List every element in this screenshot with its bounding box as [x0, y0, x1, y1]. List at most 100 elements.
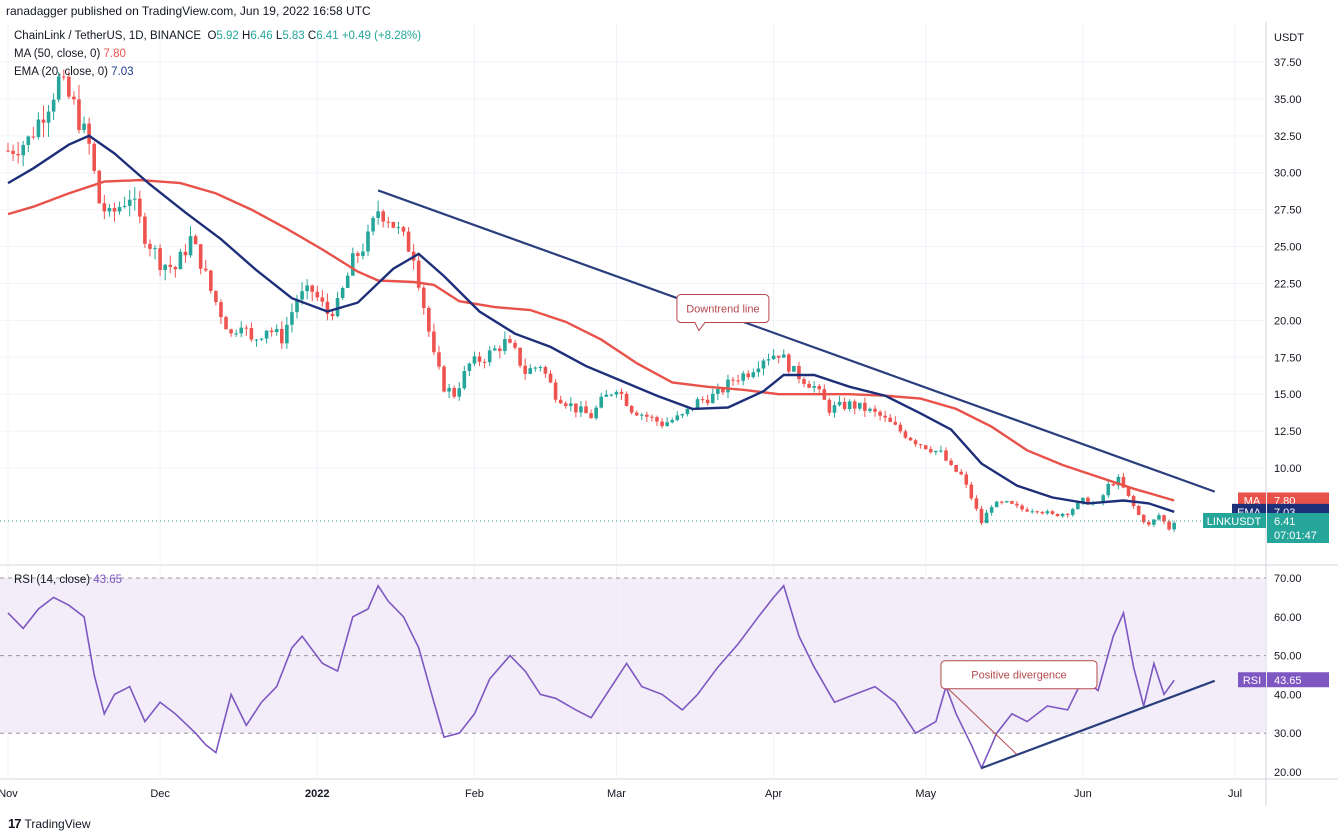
- candle-body: [842, 401, 847, 410]
- candle-body: [350, 253, 355, 276]
- rsi-line: [7, 584, 1175, 771]
- divergence-callout-box: [940, 660, 1098, 690]
- candle-body: [1045, 511, 1050, 514]
- candle-body: [315, 291, 320, 298]
- candle-body: [77, 99, 81, 131]
- candle-body: [361, 251, 365, 256]
- rsi-legend[interactable]: RSI (14, close) 43.65: [14, 574, 122, 586]
- candle-body: [421, 287, 426, 309]
- candle-body: [477, 356, 482, 362]
- candle-body: [290, 312, 294, 325]
- symbol-tag-name: LINKUSDT: [1207, 516, 1262, 528]
- candle-body: [761, 360, 766, 369]
- candle-body: [1020, 505, 1024, 510]
- candle-body: [249, 328, 254, 340]
- price-legend: ChainLink / TetherUS, 1D, BINANCE O5.92 …: [14, 30, 421, 42]
- candle-body: [847, 401, 852, 410]
- candle-body: [989, 507, 994, 513]
- candle-body: [594, 407, 598, 419]
- candle-body: [102, 203, 107, 212]
- candle-body: [863, 402, 867, 411]
- candle-body: [183, 251, 188, 256]
- candle-body: [396, 227, 401, 229]
- rsi-tag-name-bg: [1238, 672, 1266, 688]
- candle-body: [518, 347, 522, 366]
- candle-body: [974, 498, 979, 509]
- candle-body: [330, 313, 335, 317]
- downtrend-line: [377, 189, 1216, 493]
- candle-body: [376, 211, 380, 218]
- candle-body: [619, 391, 624, 394]
- candle-body: [721, 389, 725, 393]
- candle-body: [1162, 515, 1166, 522]
- candle-body: [345, 275, 350, 288]
- rsi-tick-label: 50.00: [1274, 651, 1302, 663]
- candle-body: [964, 474, 969, 485]
- candle-body: [888, 417, 893, 422]
- candle-body: [670, 420, 675, 423]
- footer-brand[interactable]: TradingView: [24, 816, 91, 831]
- candle-body: [1060, 513, 1065, 517]
- candle-body: [731, 379, 735, 381]
- ma-legend[interactable]: MA (50, close, 0) 7.80: [14, 48, 126, 60]
- rsi-tick-label: 40.00: [1274, 689, 1302, 701]
- candle-body: [665, 422, 669, 427]
- candle-body: [1136, 505, 1141, 515]
- candle-body: [127, 199, 132, 206]
- candle-body: [994, 501, 999, 508]
- candle-body: [797, 365, 801, 380]
- change-value: +0.49 (+8.28%): [341, 30, 422, 42]
- candle-body: [1106, 484, 1111, 496]
- ema-legend[interactable]: EMA (20, close, 0) 7.03: [14, 66, 134, 78]
- candle-body: [629, 405, 634, 413]
- candle-body: [548, 373, 553, 383]
- price-tick-label: 30.00: [1274, 168, 1302, 180]
- candle-body: [726, 379, 730, 393]
- candle-body: [1040, 511, 1045, 514]
- candle-body: [259, 338, 264, 340]
- candle-body: [1035, 511, 1040, 513]
- candle-body: [508, 339, 512, 343]
- candle-body: [447, 387, 451, 392]
- candle-body: [776, 355, 781, 358]
- footer: 17 TradingView: [8, 816, 91, 831]
- candle-body: [138, 198, 142, 217]
- candle-body: [193, 236, 198, 245]
- rsi-tick-label: 30.00: [1274, 728, 1302, 740]
- candle-body: [305, 285, 309, 292]
- candle-body: [903, 431, 908, 438]
- x-tick-label: Dec: [150, 788, 170, 800]
- candle-body: [229, 329, 233, 334]
- candle-body: [923, 445, 928, 450]
- candle-body: [1141, 514, 1146, 523]
- x-tick-label: Nov: [0, 788, 18, 800]
- rsi-legend-label: RSI (14, close): [14, 574, 91, 586]
- candle-body: [1157, 515, 1161, 520]
- rsi-tick-label: 70.00: [1274, 573, 1302, 585]
- candle-body: [467, 363, 472, 371]
- symbol-tag-value: 6.41: [1274, 516, 1295, 528]
- candle-body: [999, 501, 1004, 503]
- candle-body: [416, 260, 421, 288]
- candle-body: [523, 365, 527, 374]
- candle-body: [391, 221, 396, 228]
- price-tick-label: 12.50: [1274, 426, 1302, 438]
- symbol-label[interactable]: ChainLink / TetherUS, 1D, BINANCE: [14, 30, 202, 42]
- candle-body: [751, 372, 756, 378]
- candle-body: [492, 348, 497, 351]
- candle-body: [1121, 476, 1126, 488]
- candle-body: [675, 415, 680, 421]
- price-tick-label: 10.00: [1274, 463, 1302, 475]
- candle-body: [158, 248, 162, 271]
- close-value: 6.41: [316, 30, 339, 42]
- rsi-tick-label: 60.00: [1274, 612, 1302, 624]
- symbol-tag-value-bg: [1267, 513, 1329, 544]
- candle-body: [427, 308, 431, 332]
- candle-body: [72, 96, 76, 100]
- candle-body: [472, 356, 477, 364]
- candle-body: [837, 401, 842, 406]
- price-tick-label: 37.50: [1274, 57, 1302, 69]
- candle-body: [1055, 513, 1060, 517]
- ema-legend-label: EMA (20, close, 0): [14, 66, 108, 78]
- candle-body: [16, 153, 20, 156]
